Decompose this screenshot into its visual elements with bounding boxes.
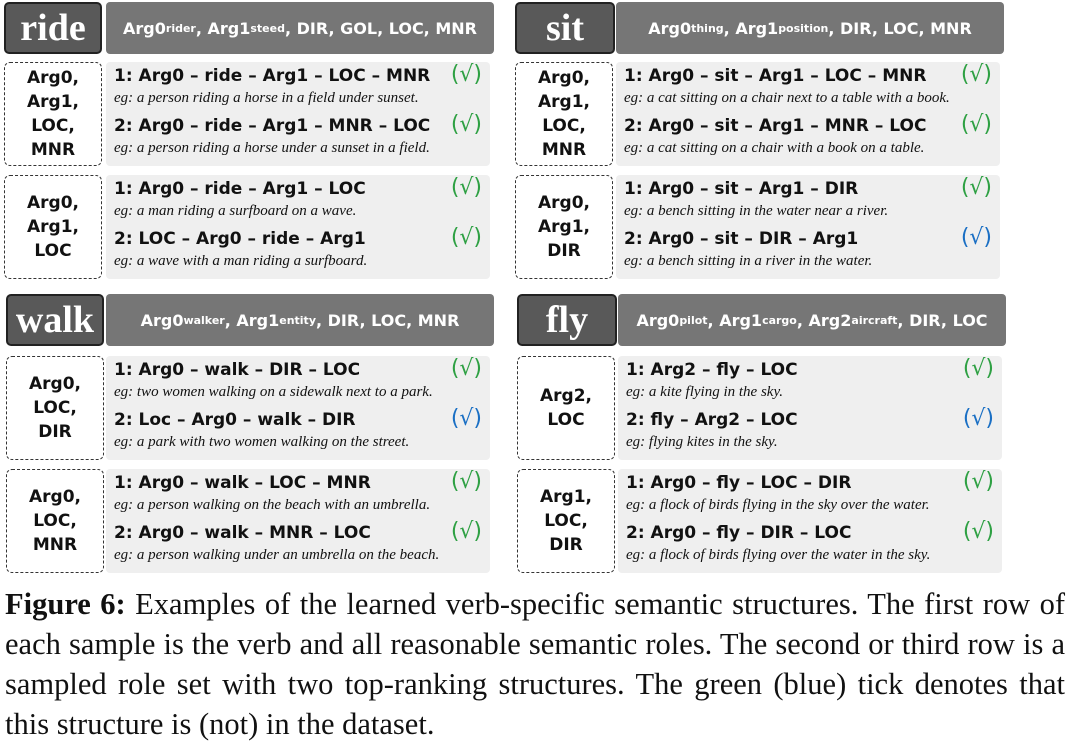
structure-box: 1: Arg2 – fly – LOC eg: a kite flying in …	[618, 356, 1002, 460]
roleset-label: Arg2, LOC	[517, 356, 615, 460]
structure-example: eg: a park with two women walking on the…	[114, 434, 410, 450]
structure-example: eg: a cat sitting on a chair with a book…	[624, 140, 925, 156]
structure-example: eg: a man riding a surfboard on a wave.	[114, 203, 357, 219]
structure-text: 1: Arg0 – walk – LOC – MNR	[114, 473, 371, 493]
figure-caption: Figure 6: Examples of the learned verb-s…	[5, 584, 1065, 744]
structure-box: 1: Arg0 – ride – Arg1 – LOC eg: a man rid…	[106, 175, 490, 279]
verb-box-sit: sit	[515, 2, 615, 54]
tick-green-icon: (√)	[450, 175, 482, 200]
tick-green-icon: (√)	[450, 469, 482, 494]
roleset-label: Arg0, Arg1, LOC	[4, 175, 102, 279]
tick-green-icon: (√)	[960, 112, 992, 137]
roleset-label: Arg0, LOC, MNR	[6, 469, 104, 573]
structure-text: 1: Arg0 – sit – Arg1 – DIR	[624, 179, 859, 199]
structure-box: 1: Arg0 – walk – DIR – LOC eg: two women …	[106, 356, 490, 460]
tick-green-icon: (√)	[450, 356, 482, 381]
tick-green-icon: (√)	[450, 62, 482, 87]
verb-box-walk: walk	[6, 294, 104, 346]
tick-blue-icon: (√)	[450, 406, 482, 431]
structure-example: eg: a flock of birds flying in the sky o…	[626, 497, 930, 513]
structure-text: 2: Arg0 – sit – DIR – Arg1	[624, 229, 859, 249]
structure-example: eg: a person walking on the beach with a…	[114, 497, 431, 513]
structure-box: 1: Arg0 – sit – Arg1 – DIR eg: a bench si…	[616, 175, 1000, 279]
structure-text: 1: Arg0 – walk – DIR – LOC	[114, 360, 361, 380]
structure-text: 2: Arg0 – sit – Arg1 – MNR – LOC	[624, 116, 927, 136]
structure-example: eg: a flock of birds flying over the wat…	[626, 547, 931, 563]
structure-text: 1: Arg0 – sit – Arg1 – LOC – MNR	[624, 66, 927, 86]
structure-example: eg: a kite flying in the sky.	[626, 384, 784, 400]
roleset-label: Arg1, LOC, DIR	[517, 469, 615, 573]
structure-box: 1: Arg0 – fly – LOC – DIR eg: a flock of …	[618, 469, 1002, 573]
tick-green-icon: (√)	[450, 112, 482, 137]
structure-example: eg: a cat sitting on a chair next to a t…	[624, 90, 950, 106]
structure-box: 1: Arg0 – ride – Arg1 – LOC – MNR eg: a p…	[106, 62, 490, 166]
structure-text: 2: Loc – Arg0 – walk – DIR	[114, 410, 356, 430]
structure-example: eg: a bench sitting in the water near a …	[624, 203, 889, 219]
tick-green-icon: (√)	[962, 519, 994, 544]
roles-bar-ride: Arg0 rider, Arg1 steed, DIR, GOL, LOC, MNR	[106, 2, 494, 54]
roles-bar-walk: Arg0 walker, Arg1 entity , DIR, LOC, MNR	[106, 294, 494, 346]
structure-example: eg: a person walking under an umbrella o…	[114, 547, 440, 563]
structure-example: eg: a person riding a horse in a field u…	[114, 90, 419, 106]
structure-example: eg: a person riding a horse under a suns…	[114, 140, 430, 156]
roleset-label: Arg0, Arg1, DIR	[515, 175, 613, 279]
structure-example: eg: a wave with a man riding a surfboard…	[114, 253, 368, 269]
structure-text: 2: Arg0 – fly – DIR – LOC	[626, 523, 852, 543]
structure-text: 1: Arg2 – fly – LOC	[626, 360, 798, 380]
structure-text: 1: Arg0 – ride – Arg1 – LOC – MNR	[114, 66, 431, 86]
caption-text: Examples of the learned verb-specific se…	[5, 587, 1065, 741]
structure-text: 2: Arg0 – ride – Arg1 – MNR – LOC	[114, 116, 431, 136]
structure-example: eg: two women walking on a sidewalk next…	[114, 384, 433, 400]
structure-text: 2: Arg0 – walk – MNR – LOC	[114, 523, 371, 543]
tick-blue-icon: (√)	[960, 225, 992, 250]
structure-text: 2: LOC – Arg0 – ride – Arg1	[114, 229, 366, 249]
tick-green-icon: (√)	[450, 519, 482, 544]
structure-box: 1: Arg0 – sit – Arg1 – LOC – MNR eg: a ca…	[616, 62, 1000, 166]
roleset-label: Arg0, Arg1, LOC, MNR	[4, 62, 102, 166]
tick-green-icon: (√)	[450, 225, 482, 250]
structure-text: 1: Arg0 – ride – Arg1 – LOC	[114, 179, 366, 199]
structure-text: 2: fly – Arg2 – LOC	[626, 410, 798, 430]
roleset-label: Arg0, LOC, DIR	[6, 356, 104, 460]
tick-blue-icon: (√)	[962, 406, 994, 431]
tick-green-icon: (√)	[962, 356, 994, 381]
structure-example: eg: flying kites in the sky.	[626, 434, 778, 450]
structure-example: eg: a bench sitting in a river in the wa…	[624, 253, 873, 269]
verb-box-fly: fly	[517, 294, 617, 346]
roleset-label: Arg0, Arg1, LOC, MNR	[515, 62, 613, 166]
structure-box: 1: Arg0 – walk – LOC – MNR eg: a person w…	[106, 469, 490, 573]
verb-box-ride: ride	[4, 2, 102, 54]
tick-green-icon: (√)	[962, 469, 994, 494]
structure-text: 1: Arg0 – fly – LOC – DIR	[626, 473, 852, 493]
tick-green-icon: (√)	[960, 62, 992, 87]
caption-label: Figure 6:	[5, 587, 126, 621]
tick-green-icon: (√)	[960, 175, 992, 200]
roles-bar-fly: Arg0 pilot, Arg1 cargo, Arg2 aircraft, DIR,…	[618, 294, 1006, 346]
roles-bar-sit: Arg0 thing, Arg1 position, DIR, LOC, MNR	[616, 2, 1004, 54]
